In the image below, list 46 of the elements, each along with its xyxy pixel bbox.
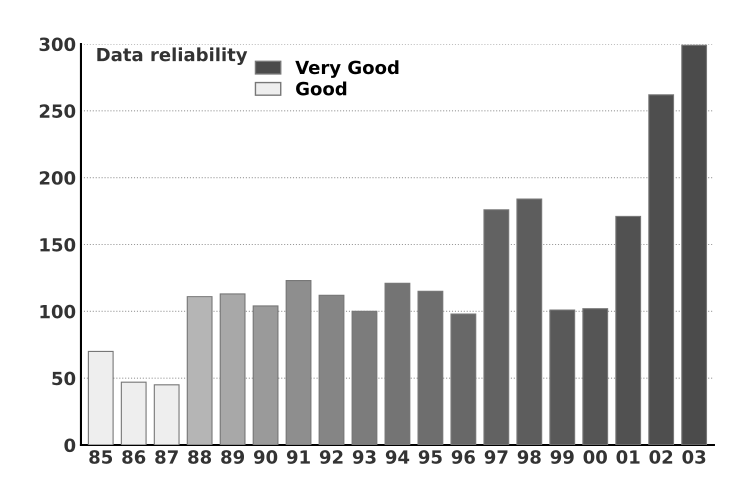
bar: [220, 293, 246, 445]
x-tick-label: 03: [682, 450, 706, 464]
bar: [186, 296, 213, 445]
legend-label: Good: [296, 81, 346, 96]
y-tick-label: 150: [40, 238, 76, 252]
x-tick-label: 93: [352, 450, 376, 464]
bar: [318, 294, 344, 445]
y-tick-label: 0: [64, 438, 76, 452]
bar: [417, 290, 444, 445]
x-tick-label: 01: [616, 450, 640, 464]
x-tick-label: 95: [418, 450, 442, 464]
bar: [615, 216, 642, 445]
x-tick-label: 98: [518, 450, 541, 464]
legend-title: Data reliability: [97, 47, 248, 66]
bar: [450, 313, 476, 445]
bar: [384, 282, 410, 445]
bar: [352, 310, 378, 445]
x-tick-label: 88: [188, 450, 212, 464]
x-tick-label: 00: [584, 450, 607, 464]
y-tick-label: 300: [40, 37, 76, 52]
bar: [648, 94, 674, 445]
x-tick-label: 85: [89, 450, 112, 464]
bar: [549, 309, 576, 445]
x-tick-label: 91: [286, 450, 310, 464]
x-tick-label: 94: [386, 450, 410, 464]
bar: [88, 350, 114, 445]
x-tick-label: 97: [484, 450, 508, 464]
bar: [483, 209, 510, 445]
x-tick-label: 92: [320, 450, 342, 464]
bar: [681, 44, 708, 445]
legend-label: Very Good: [295, 60, 398, 78]
bar: [516, 198, 542, 445]
x-tick-label: 99: [550, 450, 574, 464]
x-tick-label: 89: [221, 450, 244, 464]
bar: [582, 308, 608, 445]
x-tick-label: 02: [649, 450, 672, 464]
x-tick-label: 86: [122, 450, 146, 464]
y-tick-label: 100: [40, 304, 76, 318]
x-tick-label: 90: [254, 450, 278, 464]
x-tick-label: 87: [155, 450, 178, 464]
bar: [154, 384, 180, 445]
y-tick-label: 250: [40, 104, 76, 118]
y-tick-label: 50: [52, 372, 76, 386]
bar: [120, 382, 147, 445]
x-tick-label: 96: [452, 450, 475, 464]
y-tick-label: 200: [40, 171, 76, 185]
